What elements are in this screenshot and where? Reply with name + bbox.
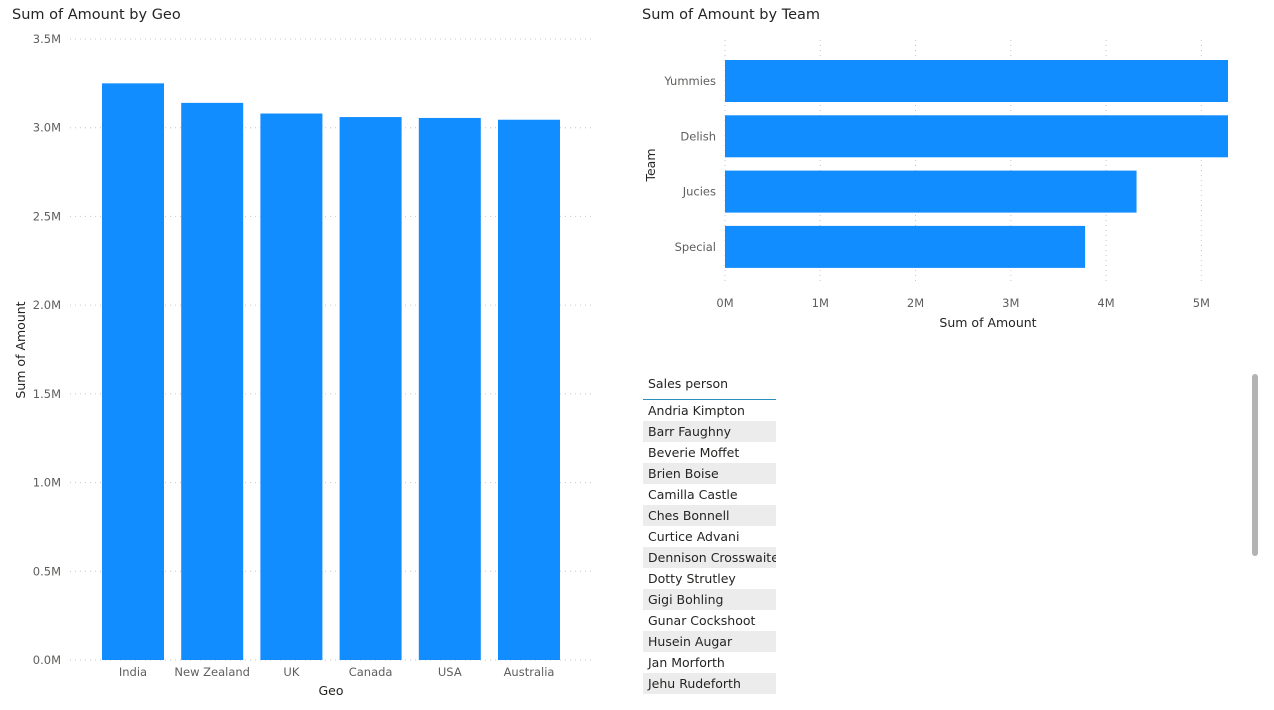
sales-person-table[interactable]: Sales person Andria Kimpton Barr Faughny B… (643, 370, 776, 694)
y-axis-title: Team (643, 148, 658, 182)
y-tick-label: 1.0M (33, 476, 61, 490)
y-tick-label: 0.5M (33, 564, 61, 578)
bar-australia[interactable] (498, 119, 560, 661)
vertical-scrollbar[interactable] (1252, 374, 1258, 556)
y-tick-label: Jucies (682, 185, 716, 199)
bar-new-zealand[interactable] (181, 102, 244, 661)
x-tick-label: 2M (907, 296, 924, 310)
bar-canada[interactable] (339, 117, 402, 660)
table-row[interactable]: Dotty Strutley (648, 571, 736, 586)
table-row[interactable]: Camilla Castle (648, 487, 738, 502)
table-body: Andria Kimpton Barr Faughny Beverie Moffet… (643, 400, 776, 694)
bar-uk[interactable] (260, 113, 323, 660)
x-tick-label: UK (283, 665, 299, 679)
column-header-sales-person[interactable]: Sales person (643, 370, 776, 400)
y-tick-label: 3.5M (33, 32, 61, 46)
x-tick-label: 3M (1002, 296, 1019, 310)
y-tick-label: Delish (680, 129, 716, 143)
team-chart-title: Sum of Amount by Team (642, 7, 821, 23)
bar-delish[interactable] (725, 115, 1228, 158)
y-tick-label: Special (675, 240, 716, 254)
x-tick-label: Canada (349, 665, 393, 679)
x-tick-label: New Zealand (174, 665, 250, 679)
y-tick-label: Yummies (663, 74, 716, 88)
table-row[interactable]: Gunar Cockshoot (648, 613, 756, 628)
y-tick-label: 3.0M (33, 121, 61, 135)
geo-bar-chart[interactable]: 0.0M 0.5M 1.0M 1.5M 2.0M 2.5M 3.0M 3.5M India New… (0, 0, 620, 710)
y-tick-label: 2.5M (33, 209, 61, 223)
x-axis-title: Geo (318, 683, 343, 698)
bar-special[interactable] (725, 225, 1086, 268)
bar-jucies[interactable] (725, 170, 1137, 213)
table-row[interactable]: Jan Morforth (648, 655, 725, 670)
bar-usa[interactable] (418, 117, 481, 661)
y-tick-label: 2.0M (33, 298, 61, 312)
y-tick-label: 0.0M (33, 653, 61, 667)
x-tick-label: 5M (1193, 296, 1210, 310)
x-tick-label: India (119, 665, 147, 679)
y-axis-title: Sum of Amount (13, 301, 28, 398)
table-row[interactable]: Jehu Rudeforth (643, 673, 776, 694)
table-row[interactable]: Barr Faughny (643, 421, 776, 442)
table-row[interactable]: Gigi Bohling (643, 589, 776, 610)
bar-yummies[interactable] (725, 60, 1228, 102)
table-row[interactable]: Andria Kimpton (648, 403, 745, 418)
table-row[interactable]: Beverie Moffet (648, 445, 740, 460)
bar-india[interactable] (102, 83, 164, 661)
table-row[interactable]: Curtice Advani (648, 529, 740, 544)
y-tick-label: 1.5M (33, 387, 61, 401)
table-row[interactable]: Brien Boise (643, 463, 776, 484)
geo-chart-title: Sum of Amount by Geo (12, 7, 181, 23)
x-tick-label: Australia (504, 665, 555, 679)
x-tick-label: 0M (716, 296, 733, 310)
table-row[interactable]: Dennison Crosswaite (643, 547, 776, 568)
table-row[interactable]: Ches Bonnell (643, 505, 776, 526)
x-tick-label: 1M (812, 296, 829, 310)
x-tick-label: USA (438, 665, 462, 679)
x-axis-title: Sum of Amount (939, 315, 1036, 330)
table-row[interactable]: Husein Augar (643, 631, 776, 652)
team-bar-chart[interactable]: 0M 1M 2M 3M 4M 5M Yummies Delish Jucies Special Su… (636, 0, 1252, 345)
x-tick-label: 4M (1097, 296, 1114, 310)
